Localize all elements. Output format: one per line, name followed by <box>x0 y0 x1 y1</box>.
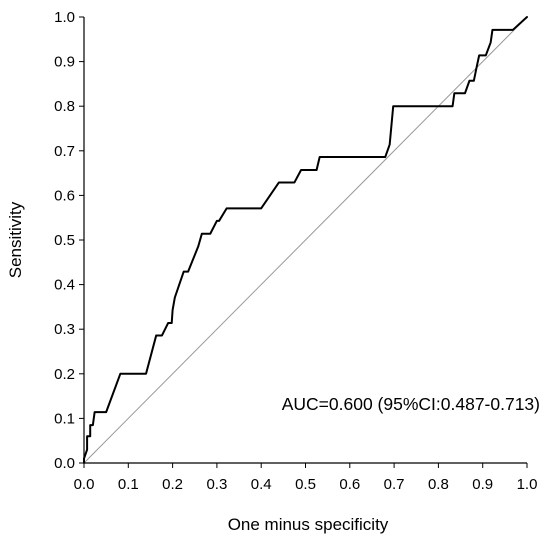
y-tick-label: 0.2 <box>54 366 75 383</box>
y-tick-label: 0.7 <box>54 143 75 160</box>
y-tick-label: 0.6 <box>54 187 75 204</box>
reference-line-layer <box>83 16 528 464</box>
x-tick-label: 0.2 <box>162 476 183 493</box>
reference-diagonal-line <box>83 16 528 464</box>
y-axis-title: Sensitivity <box>6 201 25 278</box>
auc-annotation: AUC=0.600 (95%CI:0.487-0.713) <box>282 394 540 414</box>
x-tick-label: 0.9 <box>472 476 493 493</box>
y-tick-label: 0.0 <box>54 455 75 472</box>
roc-curve-layer <box>83 16 528 464</box>
x-tick-label: 0.8 <box>428 476 449 493</box>
roc-curve-line <box>83 16 528 464</box>
y-tick-label: 1.0 <box>54 9 75 26</box>
x-axis-title: One minus specificity <box>228 515 389 534</box>
y-tick-label: 0.3 <box>54 321 75 338</box>
x-tick-label: 0.1 <box>118 476 139 493</box>
ticks-layer: 0.0 0.1 0.2 0.3 0.4 0.5 0.6 0.7 0.8 0.9 1.0 0.0 0.1 0… <box>54 9 537 493</box>
y-tick-label: 0.9 <box>54 54 75 71</box>
x-tick-label: 0.0 <box>74 476 95 493</box>
x-tick-label: 1.0 <box>517 476 538 493</box>
x-tick-label: 0.7 <box>384 476 405 493</box>
y-tick-label: 0.1 <box>54 410 75 427</box>
y-tick-label: 0.4 <box>54 277 75 294</box>
x-tick-label: 0.3 <box>206 476 227 493</box>
x-tick-label: 0.4 <box>251 476 272 493</box>
x-tick-label: 0.5 <box>295 476 316 493</box>
y-tick-label: 0.5 <box>54 232 75 249</box>
y-tick-label: 0.8 <box>54 98 75 115</box>
x-tick-label: 0.6 <box>339 476 360 493</box>
